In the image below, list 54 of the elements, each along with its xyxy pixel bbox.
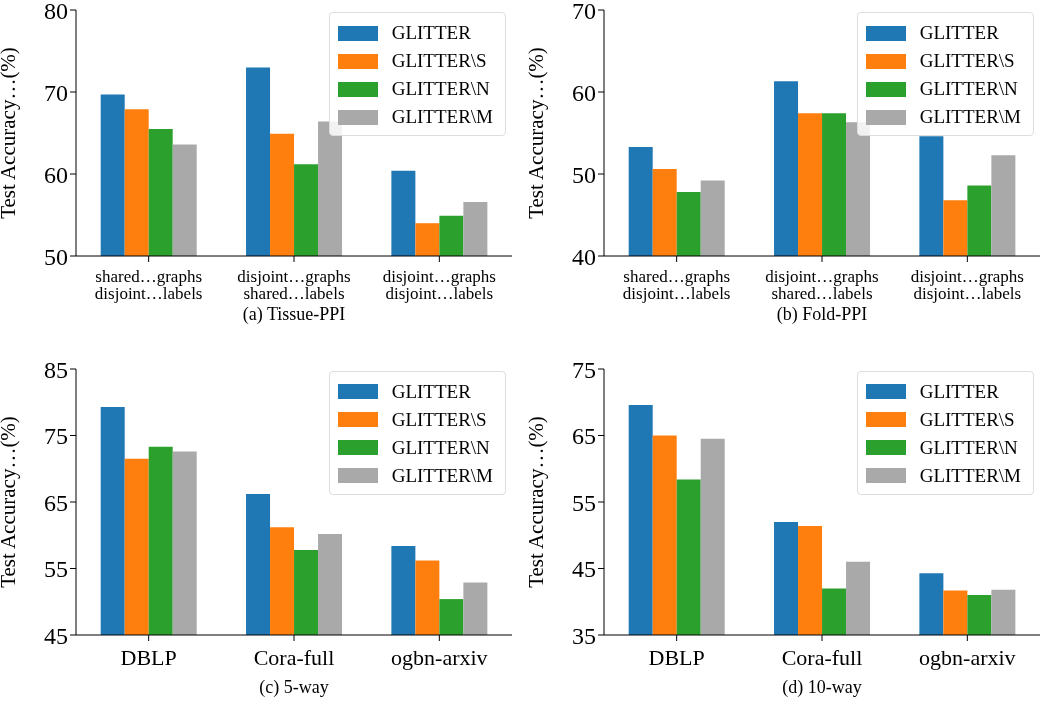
y-axis-title: Test Accuracy…(%) bbox=[0, 47, 21, 219]
y-tick-label: 45 bbox=[44, 622, 68, 649]
y-tick-label: 70 bbox=[572, 0, 596, 24]
y-tick-label: 60 bbox=[572, 79, 596, 106]
x-tick-label: disjoint…graphs disjoint…labels bbox=[382, 266, 497, 304]
text: (a) Tissue-PPI bbox=[241, 304, 347, 325]
y-tick-label: 50 bbox=[44, 243, 68, 270]
legend-label: GLITTER bbox=[919, 22, 999, 44]
y-axis-title: Test Accuracy…(%) bbox=[524, 47, 549, 219]
legend-label: GLITTER\M bbox=[919, 464, 1021, 487]
x-tick-label: ogbn-arxiv bbox=[919, 644, 1016, 670]
x-tick-label: disjoint…graphs shared…labels bbox=[765, 266, 879, 304]
y-tick-label: 85 bbox=[44, 356, 68, 383]
text: (d) 10-way bbox=[781, 676, 863, 698]
y-tick-label: 55 bbox=[572, 489, 596, 516]
legend-label: GLITTER\S bbox=[919, 50, 1015, 72]
legend-label: GLITTER\N bbox=[391, 78, 490, 100]
y-tick-label: 80 bbox=[44, 0, 68, 24]
y-axis-title: Test Accuracy…(%) bbox=[0, 415, 21, 588]
x-tick-label: shared…graphs disjoint…labels bbox=[622, 266, 731, 304]
x-tick-label: disjoint…graphs shared…labels bbox=[237, 266, 351, 304]
y-tick-label: 60 bbox=[44, 161, 68, 188]
y-tick-label: 65 bbox=[572, 422, 596, 449]
y-axis-title: Test Accuracy…(%) bbox=[524, 415, 549, 588]
x-tick-label: disjoint…graphs disjoint…labels bbox=[910, 266, 1025, 304]
y-tick-label: 65 bbox=[44, 489, 68, 516]
y-tick-label: 50 bbox=[572, 161, 596, 188]
y-tick-label: 75 bbox=[572, 356, 596, 383]
legend-label: GLITTER bbox=[919, 380, 999, 403]
y-tick-label: 45 bbox=[572, 555, 596, 582]
legend-label: GLITTER\M bbox=[391, 106, 493, 128]
y-tick-label: 35 bbox=[572, 622, 596, 649]
x-tick-label: DBLP bbox=[120, 644, 177, 670]
x-tick-label: shared…graphs disjoint…labels bbox=[94, 266, 203, 304]
legend-label: GLITTER\S bbox=[919, 408, 1015, 431]
legend-label: GLITTER\S bbox=[391, 50, 487, 72]
text: (b) Fold-PPI bbox=[775, 304, 869, 325]
legend-label: GLITTER\M bbox=[391, 464, 493, 487]
legend-label: GLITTER\N bbox=[919, 436, 1018, 459]
x-tick-label: Cora-full bbox=[781, 644, 863, 670]
x-tick-label: Cora-full bbox=[253, 644, 335, 670]
x-tick-label: ogbn-arxiv bbox=[391, 644, 488, 670]
y-tick-label: 55 bbox=[44, 555, 68, 582]
legend-label: GLITTER\S bbox=[391, 408, 487, 431]
x-tick-label: DBLP bbox=[648, 644, 705, 670]
legend-label: GLITTER bbox=[391, 380, 471, 403]
y-tick-label: 75 bbox=[44, 422, 68, 449]
legend-label: GLITTER\N bbox=[391, 436, 490, 459]
legend-label: GLITTER bbox=[391, 22, 471, 44]
legend-label: GLITTER\M bbox=[919, 106, 1021, 128]
text: (c) 5-way bbox=[258, 676, 330, 698]
y-tick-label: 70 bbox=[44, 79, 68, 106]
legend-label: GLITTER\N bbox=[919, 78, 1018, 100]
y-tick-label: 40 bbox=[572, 243, 596, 270]
